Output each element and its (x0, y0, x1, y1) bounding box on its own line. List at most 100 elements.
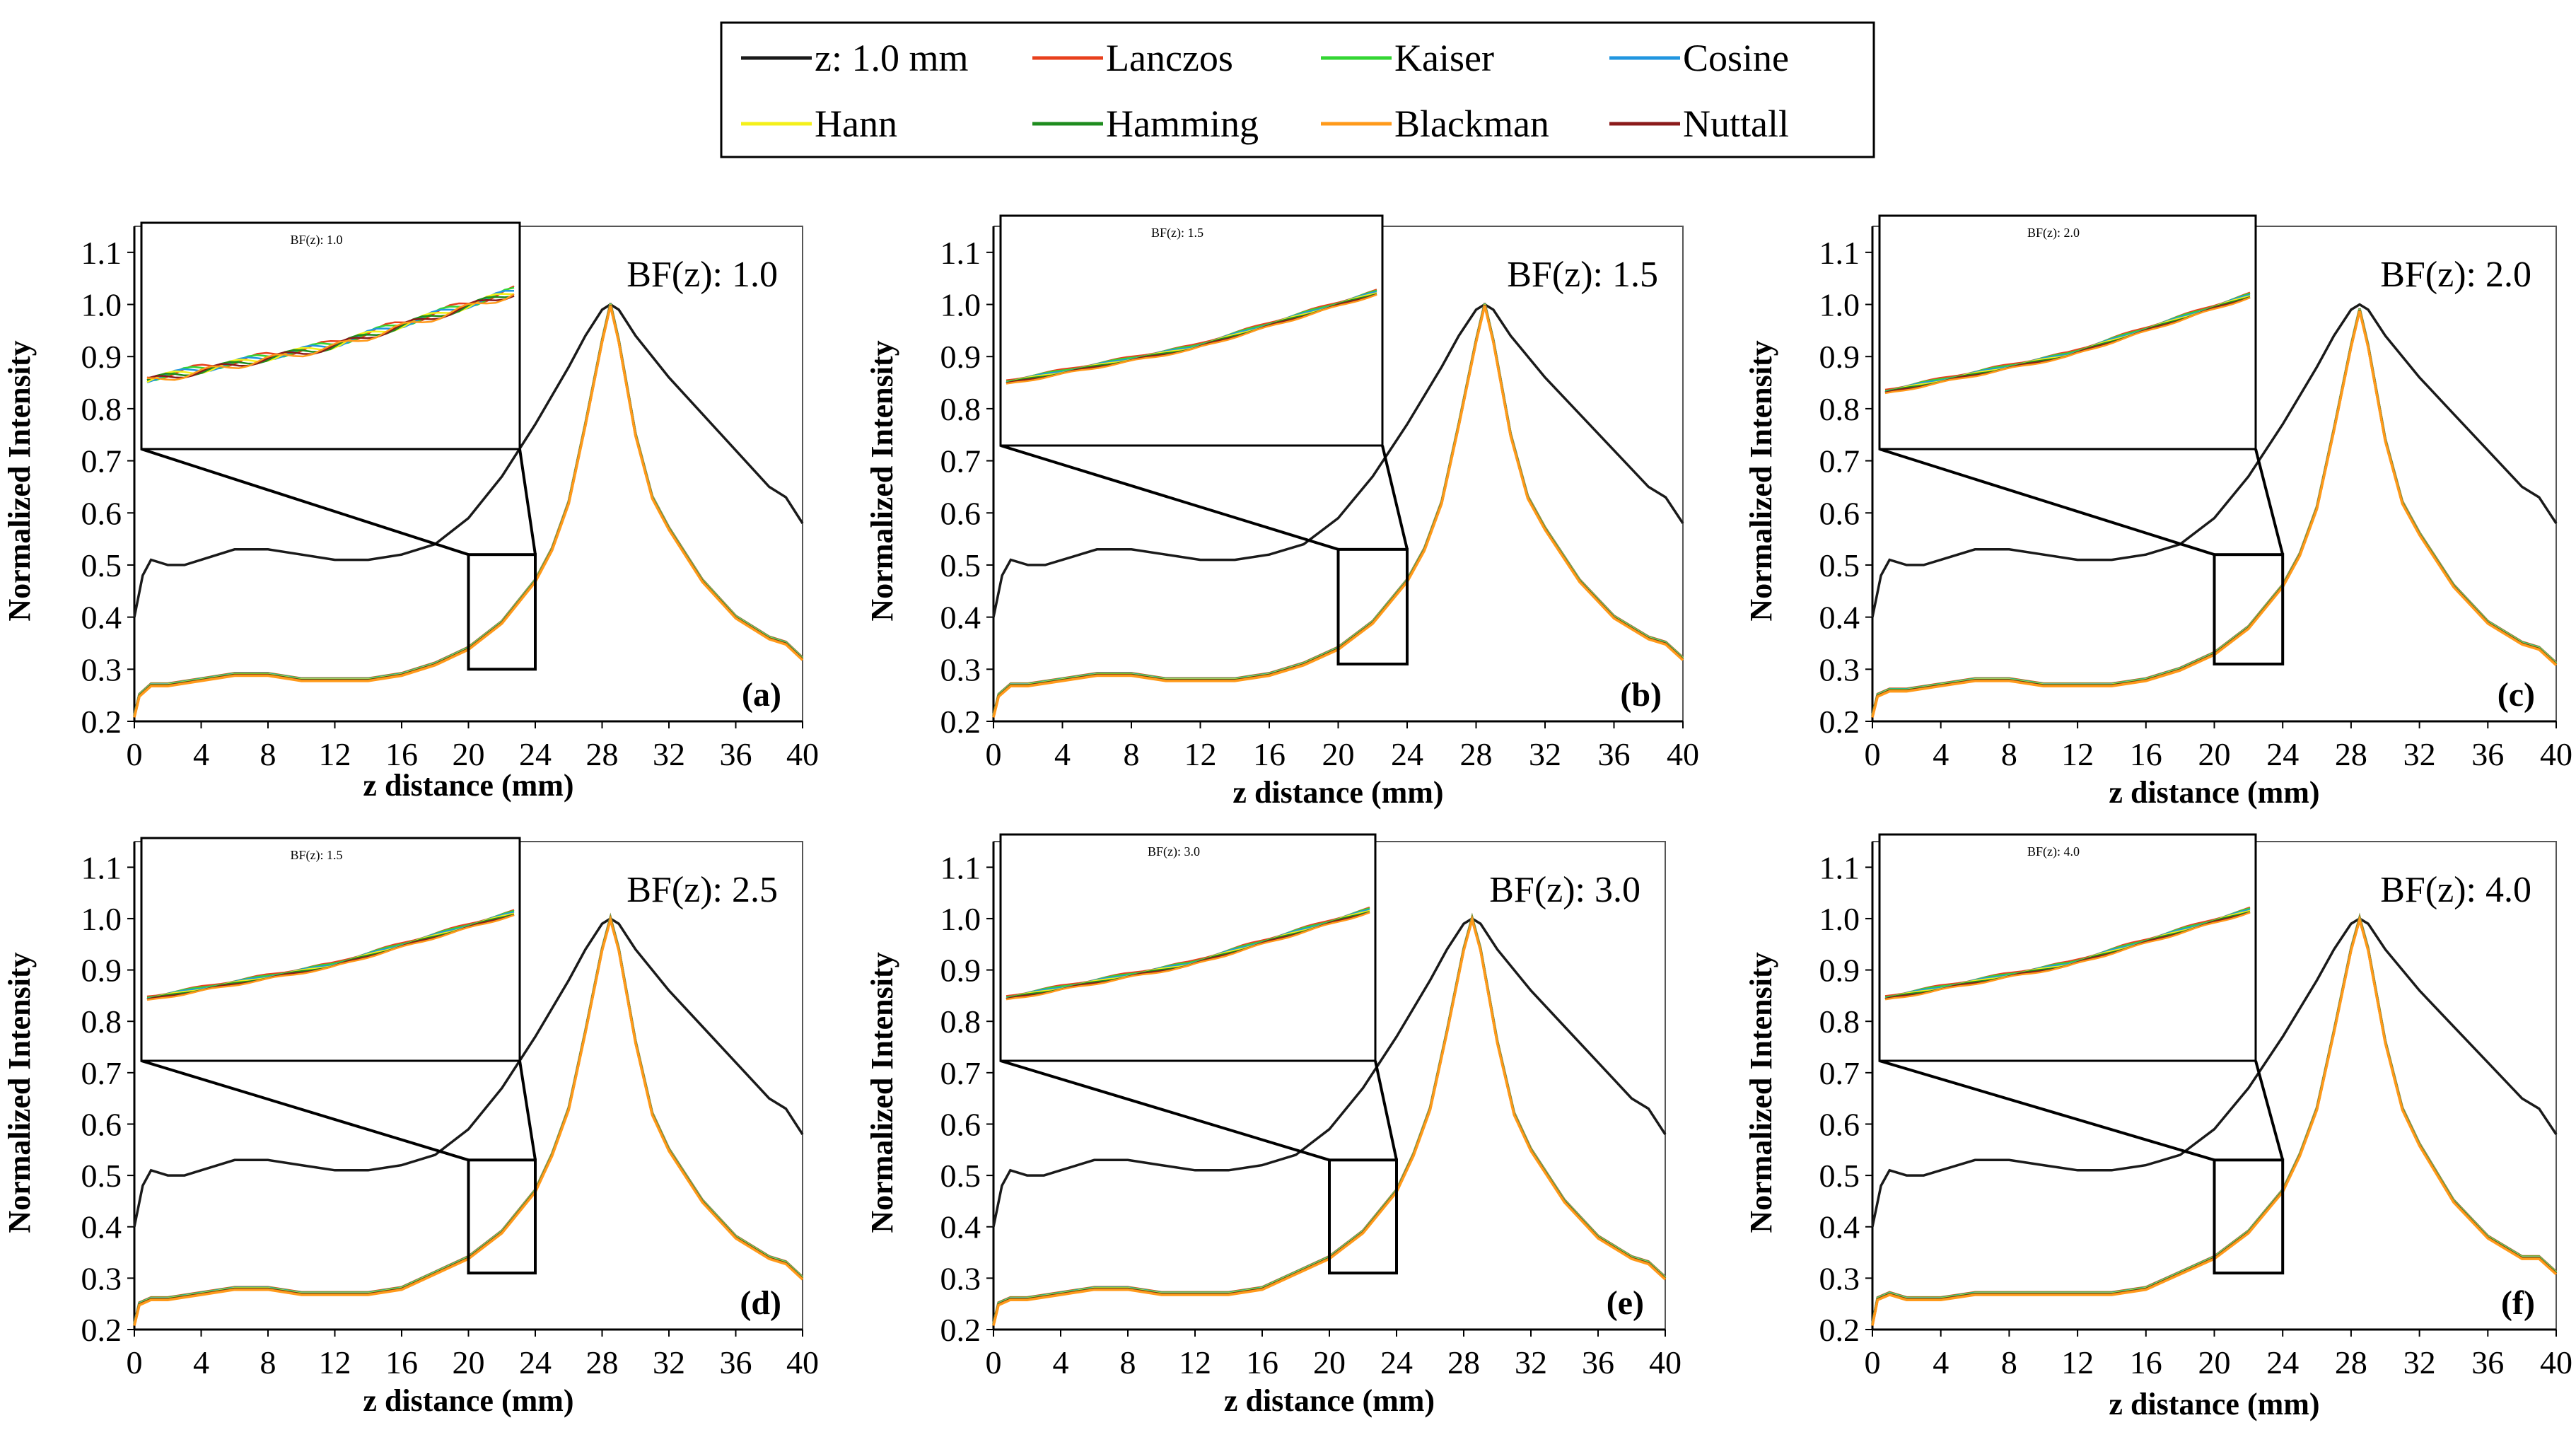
x-tick-label: 0 (127, 1344, 143, 1380)
x-tick-label: 40 (1649, 1344, 1682, 1380)
x-tick-label: 0 (986, 736, 1002, 772)
y-tick-label: 0.9 (1819, 339, 1860, 375)
x-tick-label: 0 (1865, 736, 1881, 772)
bf-label: BF(z): 2.5 (626, 870, 778, 910)
inset-series-line (146, 909, 515, 998)
x-tick-label: 24 (519, 1344, 552, 1380)
y-tick-label: 0.4 (1819, 1209, 1860, 1245)
x-tick-label: 36 (1598, 736, 1631, 772)
y-tick-label: 0.9 (940, 339, 981, 375)
chart-panel: 0 4 8 12 16 20 24 28 32 36 40 0.2 0.3 0.4 0.5 0.6 0.7 0.8… (865, 833, 1682, 1418)
y-tick-label: 0.4 (940, 1209, 981, 1245)
zoom-connector (1879, 1059, 2215, 1162)
y-tick-label: 0.3 (81, 651, 122, 687)
y-tick-label: 0.5 (940, 1158, 981, 1194)
legend: z: 1.0 mm Lanczos Kaiser Cosine Hann Hamming B… (720, 21, 1875, 158)
y-tick-label: 0.2 (1819, 1312, 1860, 1348)
y-tick-label: 0.7 (1819, 1055, 1860, 1091)
y-tick-label: 0.9 (81, 953, 122, 989)
x-tick-label: 28 (586, 736, 619, 772)
inset-series-line (1884, 912, 2251, 1001)
x-tick-label: 12 (2061, 1344, 2094, 1380)
panel-label: (f) (2501, 1284, 2535, 1322)
x-tick-label: 28 (586, 1344, 619, 1380)
inset-series-line (146, 293, 515, 381)
bf-label: BF(z): 4.0 (2380, 870, 2531, 910)
zoom-connector (2254, 1060, 2285, 1161)
legend-frame (720, 21, 1875, 158)
y-tick-label: 0.7 (1819, 443, 1860, 479)
x-tick-label: 36 (720, 1344, 752, 1380)
series-line-reference (133, 917, 804, 1228)
zoom-connector (141, 448, 470, 557)
chart-panel: 0 4 8 12 16 20 24 28 32 36 40 0.2 0.3 0.4 0.5 0.6 0.7 0.8… (2, 221, 819, 803)
x-tick-label: 16 (1246, 1344, 1278, 1380)
bf-label: BF(z): 1.5 (1507, 255, 1658, 295)
zoom-connector (1381, 445, 1409, 550)
zoom-connector (141, 1059, 470, 1162)
panel-label: (b) (1620, 676, 1662, 714)
x-tick-label: 28 (1460, 736, 1493, 772)
x-tick-label: 16 (385, 736, 418, 772)
x-tick-label: 36 (2471, 736, 2504, 772)
x-tick-label: 40 (1667, 736, 1699, 772)
legend-label: Kaiser (1394, 37, 1494, 79)
x-tick-label: 28 (1447, 1344, 1480, 1380)
y-axis-title: Normalized Intensity (2, 952, 37, 1233)
y-tick-label: 0.2 (81, 704, 122, 740)
inset-series-line (1006, 293, 1377, 385)
chart-panels: 0 4 8 12 16 20 24 28 32 36 400.20.30.40.50.60.70.8… (2, 214, 2572, 1421)
bf-label: BF(z): 2.0 (2380, 255, 2531, 295)
inset-series-line (146, 914, 515, 1001)
y-tick-label: 0.8 (81, 1004, 122, 1040)
y-tick-label: 0.7 (940, 443, 981, 479)
series-line-reference (992, 303, 1684, 617)
x-tick-label: 32 (1515, 1344, 1547, 1380)
legend-label: Nuttall (1683, 103, 1789, 145)
zoom-connector (518, 1060, 537, 1161)
y-tick-label: 0.4 (81, 1209, 122, 1245)
zoom-connector (1374, 1060, 1398, 1161)
inset-title: BF(z): 1.0 (291, 233, 343, 248)
inset-series-line (1884, 907, 2251, 999)
x-tick-label: 24 (2266, 736, 2299, 772)
inset-title: BF(z): 1.5 (1151, 226, 1204, 240)
x-axis-title: z distance (mm) (1224, 1383, 1435, 1418)
y-axis-title: Normalized Intensity (865, 952, 899, 1233)
x-tick-label: 4 (1054, 736, 1071, 772)
inset-frame (140, 221, 521, 450)
y-tick-label: 0.6 (940, 1106, 981, 1142)
x-tick-label: 40 (2540, 736, 2572, 772)
x-tick-label: 24 (2266, 1344, 2299, 1380)
y-tick-label: 0.7 (81, 1055, 122, 1091)
x-tick-label: 36 (720, 736, 752, 772)
x-tick-label: 36 (1582, 1344, 1614, 1380)
legend-label: Blackman (1394, 103, 1549, 145)
y-axis-title: Normalized Intensity (1744, 340, 1778, 621)
y-tick-label: 0.2 (81, 1312, 122, 1348)
y-tick-label: 0.5 (1819, 547, 1860, 583)
y-tick-label: 0.8 (940, 1004, 981, 1040)
y-tick-label: 1.0 (940, 901, 981, 937)
inset-series-line (1006, 912, 1370, 1001)
x-tick-label: 8 (260, 736, 276, 772)
y-tick-label: 0.3 (81, 1260, 122, 1296)
zoom-connector (2254, 448, 2285, 555)
legend-label: Hann (815, 103, 897, 145)
y-tick-label: 0.7 (81, 443, 122, 479)
inset-series-line (1006, 907, 1370, 999)
zoom-region-box (1328, 1158, 1398, 1275)
y-tick-label: 1.1 (81, 235, 122, 271)
x-tick-label: 28 (2335, 1344, 2367, 1380)
inset-series-line (1884, 292, 2251, 392)
y-tick-label: 0.5 (1819, 1158, 1860, 1194)
y-tick-label: 0.5 (940, 547, 981, 583)
y-tick-label: 1.1 (1819, 235, 1860, 271)
inset-title: BF(z): 2.0 (2027, 226, 2080, 240)
x-tick-label: 12 (1179, 1344, 1211, 1380)
y-tick-label: 1.1 (940, 849, 981, 885)
y-tick-label: 0.8 (1819, 1004, 1860, 1040)
panel-label: (e) (1607, 1284, 1644, 1322)
inset-series-line (1006, 289, 1377, 383)
x-tick-label: 4 (1933, 1344, 1949, 1380)
